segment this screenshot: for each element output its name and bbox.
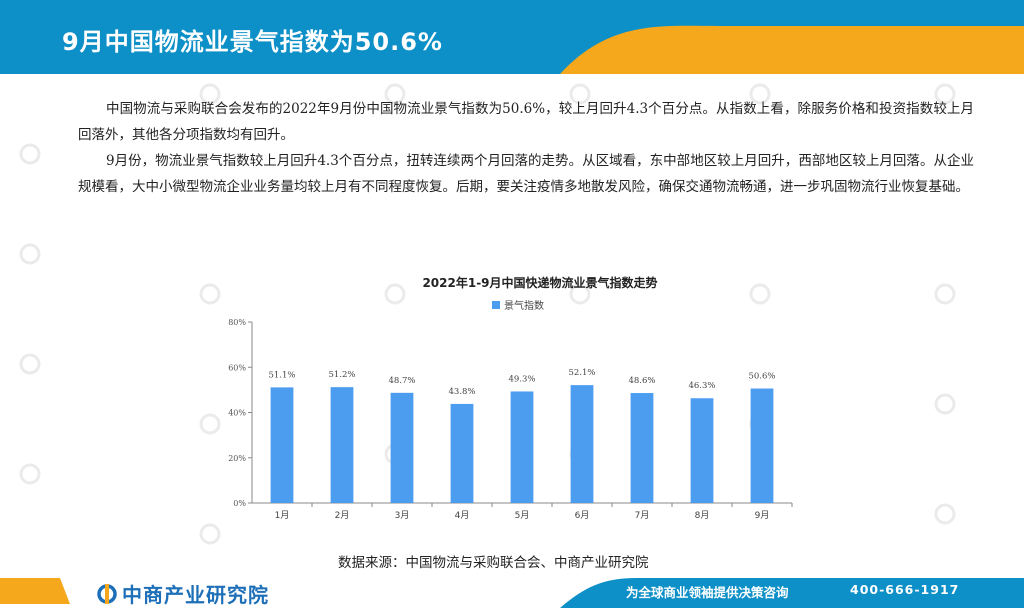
chart-legend: 景气指数 [492,297,544,312]
y-tick-label: 0% [233,499,246,508]
bar [630,393,654,503]
bar [690,398,714,503]
brand-name: 中商产业研究院 [122,583,269,607]
data-label: 49.3% [508,374,535,384]
brand-logo: 中商产业研究院 [96,579,269,608]
x-tick-label: 1月 [275,510,290,521]
data-label: 51.2% [328,370,355,380]
footer-background [0,574,1024,608]
x-tick-label: 6月 [575,510,590,521]
data-label: 48.6% [628,376,655,386]
footer-band [0,574,1024,608]
data-label: 46.3% [688,381,715,391]
bar [510,391,534,503]
data-label: 50.6% [748,372,775,382]
x-tick-label: 8月 [695,510,710,521]
brand-icon [97,583,117,604]
page-title: 9月中国物流业景气指数为50.6% [62,28,443,56]
data-label: 52.1% [568,368,595,378]
legend-label: 景气指数 [504,301,544,312]
footer-phone: 400-666-1917 [850,582,960,597]
header-band: 9月中国物流业景气指数为50.6% [0,0,1024,74]
bar [750,388,774,503]
bar [450,403,474,503]
footer-slogan: 为全球商业领袖提供决策咨询 [626,585,789,600]
x-tick-label: 4月 [455,510,470,521]
intro-text: 中国物流与采购联合会发布的2022年9月份中国物流业景气指数为50.6%，较上月… [78,96,974,200]
bar [390,392,414,503]
paragraph-1: 中国物流与采购联合会发布的2022年9月份中国物流业景气指数为50.6%，较上月… [78,101,974,143]
data-source: 数据来源：中国物流与采购联合会、中商产业研究院 [338,555,649,571]
data-label: 43.8% [448,387,475,397]
y-tick-label: 40% [228,409,246,418]
y-tick-label: 80% [228,318,246,327]
data-label: 51.1% [268,370,295,380]
x-tick-label: 2月 [335,510,350,521]
x-tick-label: 5月 [515,510,530,521]
x-tick-label: 7月 [635,510,650,521]
bar [270,387,294,503]
y-tick-label: 60% [228,363,246,372]
x-tick-label: 9月 [755,510,770,521]
header-background [0,0,1024,74]
bar [330,387,354,503]
bar-chart: 0% 20% 40% 60% 80% 51.1% 1月 51.2% 2月 48.7% 3月 43.8%… [228,318,793,521]
x-tick-label: 3月 [395,510,410,521]
y-tick-label: 20% [228,454,246,463]
data-label: 48.7% [388,376,415,386]
bar [570,385,594,503]
chart-title: 2022年1-9月中国快递物流业景气指数走势 [422,276,658,290]
legend-swatch [492,300,500,309]
paragraph-2: 9月份，物流业景气指数较上月回升4.3个百分点，扭转连续两个月回落的走势。从区域… [78,153,974,195]
